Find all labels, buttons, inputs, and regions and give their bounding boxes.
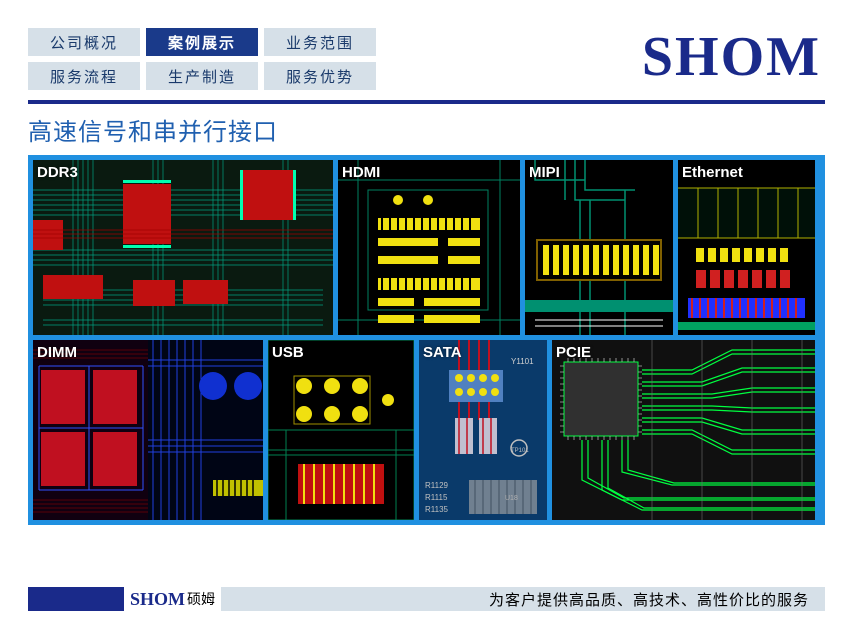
svg-text:Y1101: Y1101: [511, 357, 534, 366]
svg-text:R1129: R1129: [425, 481, 449, 490]
svg-text:R1135: R1135: [425, 505, 449, 514]
nav-mfg[interactable]: 生产制造: [146, 62, 258, 90]
nav-advantage[interactable]: 服务优势: [264, 62, 376, 90]
pcb-ethernet: [678, 160, 815, 335]
pcb-ddr3: [33, 160, 333, 335]
footer-logo: SHOM 硕姆: [124, 587, 221, 611]
brand-logo: SHOM: [642, 32, 821, 82]
footer-accent-bar: [28, 587, 124, 611]
gallery-row-2: DIMM: [33, 340, 820, 520]
footer: SHOM 硕姆 为客户提供高品质、高技术、高性价比的服务: [28, 587, 825, 611]
card-label: DDR3: [37, 164, 78, 181]
pcb-usb: [268, 340, 414, 520]
section-title: 高速信号和串并行接口: [28, 112, 853, 147]
footer-tagline-bar: 为客户提供高品质、高技术、高性价比的服务: [221, 587, 825, 611]
card-label: MIPI: [529, 164, 560, 181]
card-ddr3: DDR3: [33, 160, 333, 335]
card-label: Ethernet: [682, 164, 743, 181]
header-divider: [28, 100, 825, 104]
pcb-pcie: [552, 340, 815, 520]
card-label: PCIE: [556, 344, 591, 361]
gallery-row-1: DDR3: [33, 160, 820, 335]
pcb-mipi: [525, 160, 673, 335]
card-pcie: PCIE: [552, 340, 815, 520]
svg-text:U18: U18: [505, 495, 518, 502]
footer-logo-cn: 硕姆: [187, 589, 215, 609]
card-hdmi: HDMI: [338, 160, 520, 335]
card-label: SATA: [423, 344, 462, 361]
card-mipi: MIPI: [525, 160, 673, 335]
card-sata: SATA Y1101 TP101 R1129 R1115: [419, 340, 547, 520]
pcb-hdmi: [338, 160, 520, 335]
nav-business[interactable]: 业务范围: [264, 28, 376, 56]
pcb-dimm: [33, 340, 263, 520]
card-label: USB: [272, 344, 304, 361]
footer-tagline: 为客户提供高品质、高技术、高性价比的服务: [489, 589, 809, 610]
svg-text:R1115: R1115: [425, 493, 448, 502]
card-usb: USB: [268, 340, 414, 520]
card-label: DIMM: [37, 344, 77, 361]
nav-cases[interactable]: 案例展示: [146, 28, 258, 56]
nav-grid: 公司概况 案例展示 业务范围 服务流程 生产制造 服务优势: [28, 28, 376, 90]
pcb-sata: Y1101 TP101 R1129 R1115 R1135 U18: [419, 340, 547, 520]
card-ethernet: Ethernet: [678, 160, 815, 335]
nav-company[interactable]: 公司概况: [28, 28, 140, 56]
card-dimm: DIMM: [33, 340, 263, 520]
footer-logo-en: SHOM: [130, 589, 185, 610]
svg-text:TP101: TP101: [511, 448, 529, 454]
gallery: DDR3: [28, 155, 825, 525]
card-label: HDMI: [342, 164, 380, 181]
nav-process[interactable]: 服务流程: [28, 62, 140, 90]
header: 公司概况 案例展示 业务范围 服务流程 生产制造 服务优势 SHOM: [0, 0, 853, 90]
